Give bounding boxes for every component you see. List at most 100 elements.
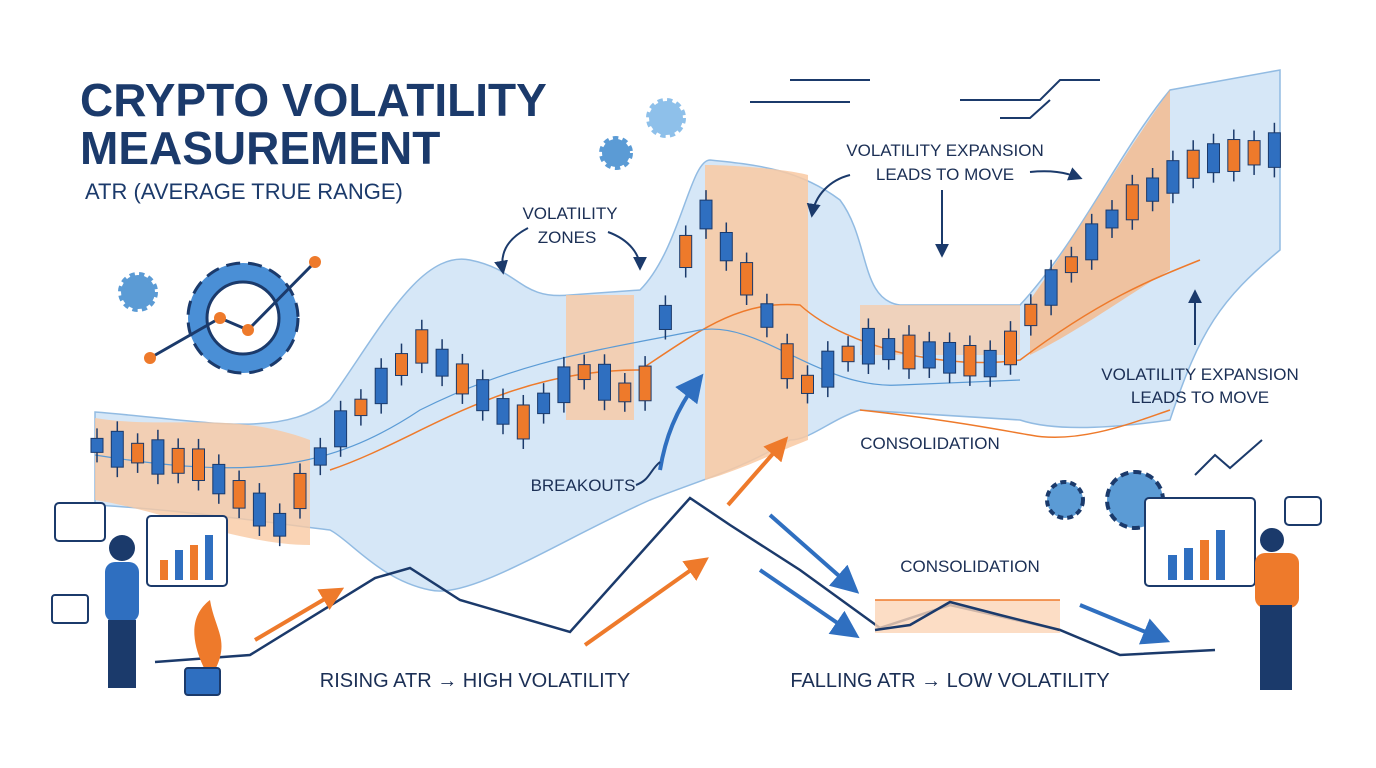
gear <box>118 272 158 312</box>
candle-body <box>1166 160 1180 194</box>
candle-body <box>618 382 632 403</box>
candle-body <box>983 349 997 378</box>
arrow <box>635 461 661 486</box>
dot <box>144 352 156 364</box>
candle-body <box>313 447 327 466</box>
title: CRYPTO VOLATILITY <box>80 74 547 126</box>
candle-body <box>638 365 652 402</box>
candle-body <box>841 345 855 363</box>
candle-body <box>395 353 408 376</box>
candle-body <box>740 262 754 296</box>
arrow <box>726 436 789 507</box>
candle-body <box>902 334 916 370</box>
bar-icon <box>1216 530 1225 580</box>
legs <box>1260 605 1292 690</box>
annotation: ZONES <box>538 228 597 247</box>
candle-body <box>293 472 307 510</box>
candle-body <box>1125 184 1139 221</box>
bar-icon <box>1200 540 1209 580</box>
circuit <box>1194 439 1263 476</box>
annotation: LEADS TO MOVE <box>1131 388 1269 407</box>
candle-body <box>1146 177 1160 202</box>
candle-body <box>232 480 246 509</box>
dot <box>309 256 321 268</box>
annotation: VOLATILITY EXPANSION <box>1101 365 1298 384</box>
body <box>105 562 139 622</box>
candle-body <box>435 348 449 377</box>
candle-body <box>821 350 835 388</box>
candle-body <box>1207 143 1220 174</box>
candle-body <box>922 341 936 369</box>
candle-body <box>598 363 611 401</box>
annotation: BREAKOUTS <box>531 476 636 495</box>
arrow <box>768 513 860 594</box>
atr-segment <box>874 600 1061 632</box>
candle-body <box>516 404 530 440</box>
gear <box>599 136 633 170</box>
candle-body <box>801 374 814 394</box>
candle-body <box>963 344 977 377</box>
candle-body <box>131 442 145 464</box>
arrow <box>806 174 851 218</box>
candle-body <box>455 363 469 395</box>
candle-body <box>1024 303 1038 327</box>
candle-body <box>192 448 205 481</box>
candle-body <box>861 327 875 365</box>
screen <box>146 515 228 587</box>
chat-icon <box>54 502 106 542</box>
left-figure <box>51 502 228 696</box>
candle-body <box>658 304 672 330</box>
arrow <box>253 587 345 642</box>
right-figure <box>1144 496 1322 690</box>
candle-body <box>882 338 896 361</box>
candle-body <box>679 234 693 269</box>
gear-hub <box>205 280 281 356</box>
candle-body <box>1186 149 1200 179</box>
bar-icon <box>205 535 213 580</box>
candle-body <box>760 303 774 328</box>
candle-body <box>557 366 571 404</box>
candle-body <box>273 512 287 537</box>
band-lower <box>859 409 1171 439</box>
candle-body <box>1004 330 1017 366</box>
candle-body <box>1227 139 1241 172</box>
orange-zone <box>705 165 808 480</box>
body <box>1255 553 1299 608</box>
atr-line <box>154 496 1216 664</box>
candle-body <box>415 329 429 364</box>
arrow <box>607 231 647 271</box>
arrow <box>1079 603 1171 645</box>
candle-body <box>374 367 388 405</box>
orange-zone <box>860 305 1020 355</box>
gear <box>1045 480 1085 520</box>
consolidation-box <box>875 600 1060 633</box>
candle-body <box>476 379 490 412</box>
gear-chart <box>149 260 317 360</box>
arrow <box>1029 167 1083 181</box>
candle-body <box>699 199 713 230</box>
circuit-lines <box>750 79 1263 476</box>
candle-body <box>252 492 266 527</box>
bar-icon <box>190 545 198 580</box>
head <box>1260 528 1284 552</box>
candle-body <box>110 430 124 468</box>
candle-body <box>537 392 551 415</box>
bar-icon <box>175 550 183 580</box>
decorations <box>51 79 1322 696</box>
annotation: VOLATILITY <box>522 204 617 223</box>
bar-icon <box>160 560 168 580</box>
title: MEASUREMENT <box>80 122 440 174</box>
blue-band <box>94 69 1281 592</box>
dot <box>242 324 254 336</box>
caption: RISING ATR → HIGH VOLATILITY <box>320 670 630 692</box>
bar-icon <box>1184 548 1193 580</box>
candle-body <box>1267 132 1281 168</box>
bar-icon <box>1168 555 1177 580</box>
annotation: CONSOLIDATION <box>860 434 999 453</box>
circuit <box>960 79 1100 101</box>
candle-body <box>577 364 591 381</box>
candle-body <box>90 437 104 453</box>
band-midline <box>329 259 1201 471</box>
pot <box>184 667 221 696</box>
